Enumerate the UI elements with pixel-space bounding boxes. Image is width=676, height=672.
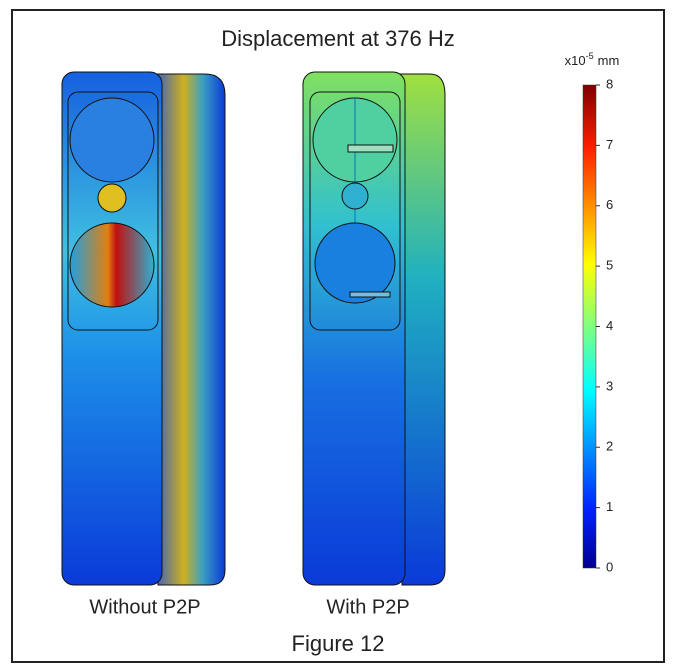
tick-label: 5: [606, 258, 613, 273]
tick-label: 7: [606, 137, 613, 152]
unit-base: x10: [565, 53, 586, 68]
colorbar-axis: 0 1 2 3 4 5 6 7 8: [596, 76, 613, 574]
title: Displacement at 376 Hz: [221, 26, 455, 51]
tick-label: 2: [606, 439, 613, 454]
tick-label: 3: [606, 378, 613, 393]
frame: [11, 9, 665, 663]
tick-label: 0: [606, 559, 613, 574]
tick-label: 8: [606, 76, 613, 91]
tick-label: 6: [606, 197, 613, 212]
colorbar: [582, 84, 597, 569]
tick-label: 4: [606, 318, 613, 333]
speaker-without-p2p: [61, 71, 226, 586]
colorbar-unit: x10-5 mm: [565, 51, 620, 68]
panel-label: With P2P: [326, 596, 409, 618]
panel-label: Without P2P: [89, 596, 200, 618]
tick-label: 1: [606, 499, 613, 514]
unit-suffix: mm: [598, 53, 620, 68]
unit-exponent: -5: [586, 51, 594, 61]
speaker-with-p2p: [302, 71, 446, 586]
caption: Figure 12: [292, 631, 385, 656]
